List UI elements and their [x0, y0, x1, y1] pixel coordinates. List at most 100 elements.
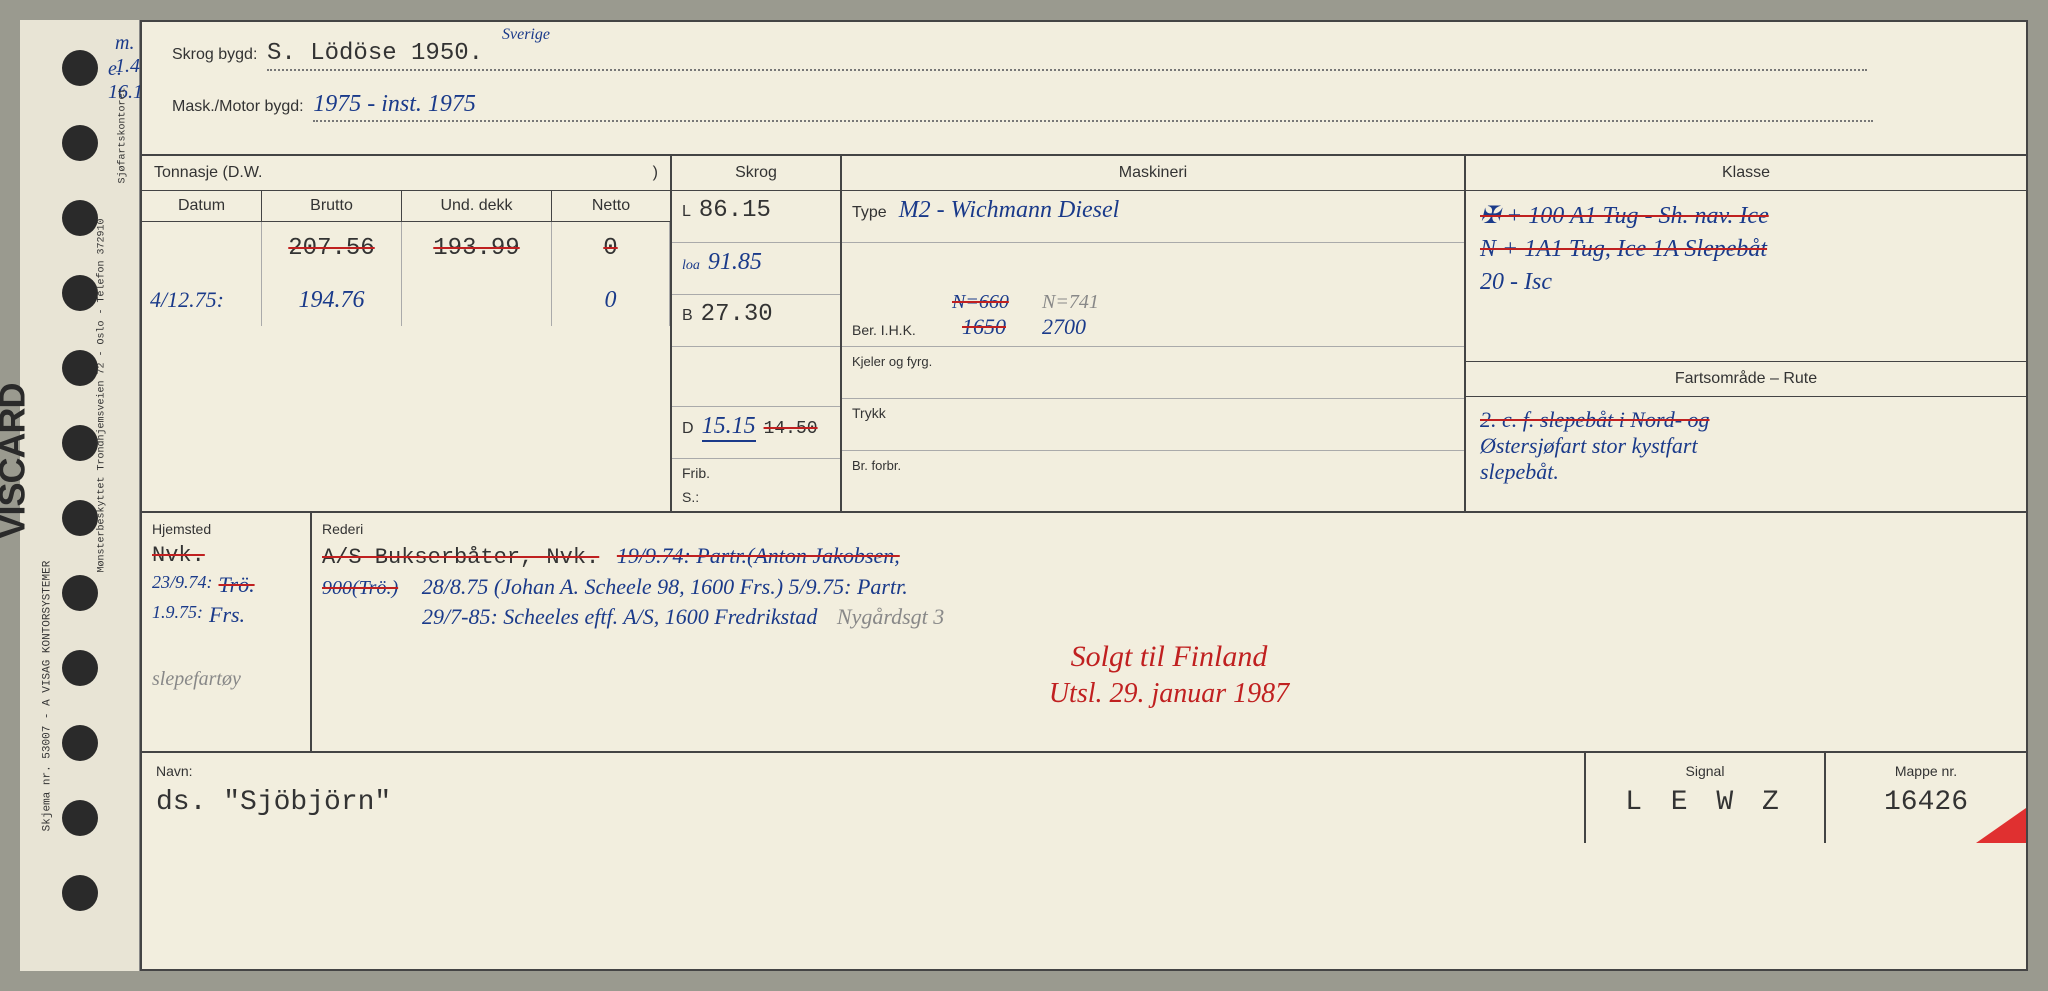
- skrog-L-row: L 86.15: [672, 191, 840, 243]
- kjeler-label: Kjeler og fyrg.: [852, 354, 932, 369]
- hjem-3: Frs.: [209, 602, 245, 628]
- bottom-row: Navn: ds. "Sjöbjörn" Signal L E W Z Mapp…: [142, 753, 2026, 843]
- D-value: 15.15: [702, 413, 756, 442]
- br-row: Br. forbr.: [842, 451, 1464, 503]
- signal-label: Signal: [1600, 763, 1810, 779]
- brutto-header: Brutto: [262, 191, 402, 221]
- main-grid: Tonnasje (D.W. ) Datum Brutto Und. dekk …: [142, 156, 2026, 513]
- rederi-column: Rederi A/S Bukserbåter, Nvk. 19/9.74: Pa…: [312, 513, 2026, 751]
- rederi-line3: 29/7-85: Scheeles eftf. A/S, 1600 Fredri…: [422, 604, 817, 629]
- navn-column: Navn: ds. "Sjöbjörn": [142, 753, 1586, 843]
- loa-label: loa: [682, 258, 700, 274]
- side-monster: Mønsterbeskyttet Trondhjemsveien 72 - Os…: [97, 218, 108, 572]
- tonnage-row-1: 207.56 193.99 0: [142, 222, 670, 274]
- rederi-line2-row: 900(Trö.) 28/8.75 (Johan A. Scheele 98, …: [322, 574, 2016, 600]
- netto-header: Netto: [552, 191, 670, 221]
- B-value: 27.30: [701, 301, 773, 328]
- rederi-line1b: 19/9.74: Partr.(Anton Jakobsen,: [617, 543, 900, 568]
- mask-bygd-label: Mask./Motor bygd:: [172, 98, 304, 115]
- hjem-4: slepefartøy: [152, 668, 300, 691]
- datum-1: [142, 222, 262, 274]
- mappe-label: Mappe nr.: [1840, 763, 2012, 779]
- trykk-row: Trykk: [842, 399, 1464, 451]
- index-card: Skrog bygd: Sverige S. Lödöse 1950. Mask…: [140, 20, 2028, 971]
- hjem-2: Trö.: [219, 572, 255, 598]
- datum-2: 4/12.75:: [142, 274, 262, 326]
- ber-row: Ber. I.H.K. N=660 N=741 1650 2700: [842, 243, 1464, 347]
- tonnage-row-2: 4/12.75: 194.76 0: [142, 274, 670, 326]
- tonnage-column: Tonnasje (D.W. ) Datum Brutto Und. dekk …: [142, 156, 672, 511]
- punch-hole: [62, 200, 98, 236]
- top-section: Skrog bygd: Sverige S. Lödöse 1950. Mask…: [142, 22, 2026, 156]
- rederi-line1-row: A/S Bukserbåter, Nvk. 19/9.74: Partr.(An…: [322, 543, 2016, 570]
- red-corner-mark: [1976, 808, 2026, 843]
- mask-bygd-row: Mask./Motor bygd: 1975 - inst. 1975: [172, 91, 1996, 122]
- tonnage-spacer: [142, 326, 670, 476]
- skrog-frib-row: Frib. S.:: [672, 459, 840, 511]
- mappe-column: Mappe nr. 16426: [1826, 753, 2026, 843]
- skrog-bygd-note: Sverige: [502, 26, 550, 44]
- type-row: Type M2 - Wichmann Diesel: [842, 191, 1464, 243]
- hjem-2-date: 23/9.74:: [152, 572, 213, 598]
- punch-hole: [62, 425, 98, 461]
- tonnage-close: ): [653, 164, 658, 182]
- ber-1b: N=741: [1042, 291, 1099, 314]
- netto-2: 0: [552, 274, 670, 326]
- klasse-line1: ✠ + 100 A1 Tug - Sh. nav. Ice: [1480, 201, 2012, 230]
- navn-label: Navn:: [156, 763, 1570, 779]
- L-value: 86.15: [699, 197, 771, 224]
- br-label: Br. forbr.: [852, 458, 901, 473]
- netto-1: 0: [552, 222, 670, 274]
- hjem-2-row: 23/9.74: Trö.: [152, 572, 300, 598]
- viscard-logo: VISCARD: [0, 383, 34, 538]
- rederi-line3-row: 29/7-85: Scheeles eftf. A/S, 1600 Fredri…: [322, 604, 2016, 630]
- ber-1a: N=660: [952, 291, 1009, 314]
- ber-2a: 1650: [962, 314, 1006, 340]
- punch-hole: [62, 125, 98, 161]
- ber-2b: 2700: [1042, 314, 1086, 340]
- brutto-2: 194.76: [262, 274, 402, 326]
- L-label: L: [682, 203, 691, 221]
- rederi-line2b: 28/8.75 (Johan A. Scheele 98, 1600 Frs.)…: [422, 574, 908, 599]
- skrog-bygd-label: Skrog bygd:: [172, 46, 257, 63]
- unddekk-header: Und. dekk: [402, 191, 552, 221]
- punch-hole: [62, 50, 98, 86]
- punch-hole: [62, 275, 98, 311]
- rederi-line5: Utsl. 29. januar 1987: [322, 678, 2016, 710]
- klasse-line2: N + 1A1 Tug, Ice 1A Slepebåt: [1480, 236, 2012, 263]
- kjeler-row: Kjeler og fyrg.: [842, 347, 1464, 399]
- hjemsted-section: Hjemsted Nvk. 23/9.74: Trö. 1.9.75: Frs.…: [142, 513, 2026, 753]
- tonnage-header: Tonnasje (D.W. ): [142, 156, 670, 191]
- farts-line2: Østersjøfart stor kystfart: [1480, 433, 2012, 459]
- punch-hole: [62, 350, 98, 386]
- skrog-spacer: [672, 347, 840, 407]
- punch-hole: [62, 725, 98, 761]
- trykk-label: Trykk: [852, 405, 886, 421]
- unddekk-2: [402, 274, 552, 326]
- tonnage-label: Tonnasje (D.W.: [154, 164, 262, 182]
- loa-value: 91.85: [708, 249, 762, 276]
- punch-hole: [62, 575, 98, 611]
- D-label: D: [682, 420, 694, 438]
- rederi-line2a: 900(Trö.): [322, 577, 398, 599]
- signal-value: L E W Z: [1600, 787, 1810, 818]
- hjem-1: Nvk.: [152, 543, 300, 568]
- skrog-column: Skrog L 86.15 loa 91.85 B 27.30 D 15.15: [672, 156, 842, 511]
- ber-label: Ber. I.H.K.: [852, 322, 916, 338]
- hjemsted-header: Hjemsted: [152, 521, 300, 537]
- maskineri-column: Maskineri Type M2 - Wichmann Diesel Ber.…: [842, 156, 1466, 511]
- rederi-line1: A/S Bukserbåter, Nvk.: [322, 545, 599, 570]
- fartsomrade-header: Fartsområde – Rute: [1466, 361, 2026, 397]
- navn-value: ds. "Sjöbjörn": [156, 787, 1570, 818]
- maskineri-header: Maskineri: [842, 156, 1464, 191]
- skrog-D-row: D 15.15 14.50: [672, 407, 840, 459]
- skrog-bygd-row: Skrog bygd: Sverige S. Lödöse 1950.: [172, 40, 1996, 71]
- S-label: S.:: [682, 489, 699, 505]
- klasse-line3: 20 - Isc: [1480, 269, 2012, 296]
- fartsomrade-content: 2. c. f. slepebåt i Nord- og Østersjøfar…: [1466, 397, 2026, 495]
- card-wrapper: m. 1.4.69 e. 16.1.70 Sjøfartskontoret VI…: [20, 20, 2028, 971]
- skrog-B-row: B 27.30: [672, 295, 840, 347]
- unddekk-1: 193.99: [402, 222, 552, 274]
- B-label: B: [682, 307, 693, 325]
- klasse-content: ✠ + 100 A1 Tug - Sh. nav. Ice N + 1A1 Tu…: [1466, 191, 2026, 361]
